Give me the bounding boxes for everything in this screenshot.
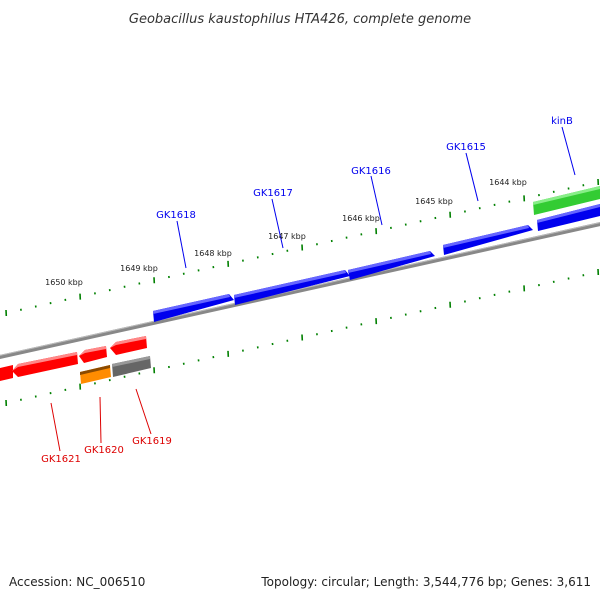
kbp-label-1645: 1645 kbp <box>415 197 453 206</box>
forward-gene-arrow-highlight <box>443 225 529 248</box>
grey-feature[interactable] <box>112 356 151 377</box>
callout-gk1621 <box>50 402 61 452</box>
kbp-label-1650: 1650 kbp <box>45 278 83 287</box>
forward-callouts <box>176 126 576 269</box>
gene-label-gk1621[interactable]: GK1621 <box>41 454 81 465</box>
reverse-gene-arrow[interactable] <box>12 352 78 377</box>
green-feature[interactable] <box>533 186 600 215</box>
callout-gk1620 <box>99 396 102 444</box>
forward-gene-arrow[interactable] <box>348 251 435 280</box>
forward-gene-arrow-highlight <box>537 204 600 223</box>
gene-label-gk1615[interactable]: GK1615 <box>446 142 486 153</box>
reverse-callouts <box>50 388 152 452</box>
callout-gk1617 <box>271 198 284 249</box>
reverse-genes <box>0 336 151 384</box>
kbp-label-1646: 1646 kbp <box>342 214 380 223</box>
kbp-label-1647: 1647 kbp <box>268 232 306 241</box>
inner-tick-ruler <box>5 268 600 407</box>
callout-gk1618 <box>176 220 187 269</box>
orange-feature-edge <box>80 365 110 375</box>
genome-backbone <box>0 222 600 359</box>
genome-backbone-highlight <box>0 222 600 356</box>
callout-gk1615 <box>465 152 479 202</box>
reverse-gene-arrow-highlight <box>79 346 106 356</box>
gene-label-kinb[interactable]: kinB <box>551 116 573 127</box>
reverse-gene-arrow[interactable] <box>0 365 13 381</box>
callout-gk1619 <box>135 388 152 435</box>
callout-gk1616 <box>370 175 383 226</box>
kbp-label-1644: 1644 kbp <box>489 178 527 187</box>
reverse-gene-arrow[interactable] <box>110 336 147 355</box>
callout-kinb <box>561 126 576 176</box>
green-feature-highlight <box>533 186 600 205</box>
kbp-label-1649: 1649 kbp <box>120 264 158 273</box>
forward-gene-arrow-highlight <box>153 294 230 314</box>
gene-label-gk1620[interactable]: GK1620 <box>84 445 124 456</box>
forward-genes <box>153 204 600 322</box>
outer-tick-ruler <box>5 178 600 317</box>
forward-gene-arrow-highlight <box>234 270 346 298</box>
gene-label-gk1619[interactable]: GK1619 <box>132 436 172 447</box>
accession-text: Accession: NC_006510 <box>9 575 145 589</box>
forward-gene-arrow[interactable] <box>234 270 350 305</box>
forward-gene-arrow-highlight <box>348 251 431 273</box>
genome-summary-text: Topology: circular; Length: 3,544,776 bp… <box>260 575 591 589</box>
genome-title: Geobacillus kaustophilus HTA426, complet… <box>129 12 471 27</box>
gene-label-gk1617[interactable]: GK1617 <box>253 188 293 199</box>
kbp-label-1648: 1648 kbp <box>194 249 232 258</box>
gene-label-gk1618[interactable]: GK1618 <box>156 210 196 221</box>
gene-label-gk1616[interactable]: GK1616 <box>351 166 391 177</box>
orange-feature[interactable] <box>80 365 111 384</box>
grey-feature-highlight <box>112 356 150 367</box>
reverse-gene-arrow-highlight <box>110 336 146 348</box>
reverse-gene-arrow-highlight <box>12 352 77 371</box>
forward-gene-arrow[interactable] <box>153 294 234 322</box>
forward-gene-arrow[interactable] <box>443 225 533 255</box>
